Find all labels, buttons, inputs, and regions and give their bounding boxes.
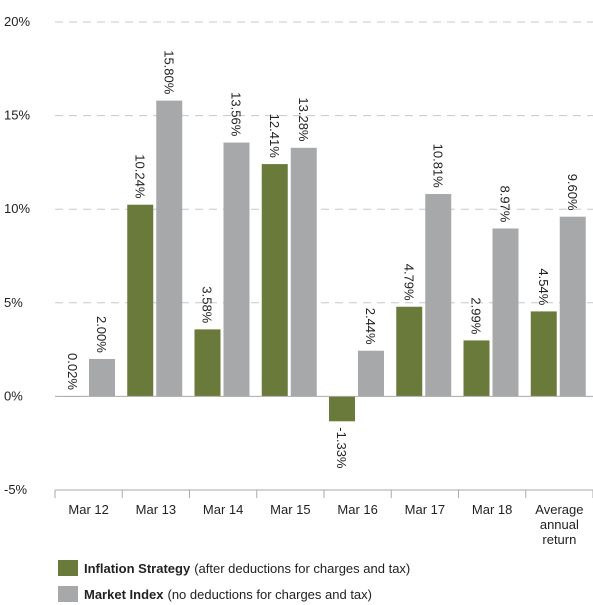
data-label: 0.02% bbox=[65, 353, 80, 390]
bar-market-index bbox=[290, 147, 317, 397]
legend-name-market-index: Market Index bbox=[84, 586, 164, 602]
data-label: 13.28% bbox=[296, 97, 311, 142]
bar-market-index bbox=[492, 228, 519, 397]
x-tick-label: Average annual return bbox=[535, 502, 583, 547]
x-tick-label: Mar 14 bbox=[203, 502, 243, 517]
data-label: 2.44% bbox=[363, 308, 378, 345]
bar-inflation-strategy bbox=[329, 396, 355, 422]
y-tick-label: 5% bbox=[4, 295, 23, 310]
bar-inflation-strategy bbox=[463, 340, 490, 397]
bar-market-index bbox=[559, 216, 586, 397]
data-label: 4.79% bbox=[401, 264, 416, 301]
bar-market-index bbox=[156, 100, 183, 397]
data-label: 4.54% bbox=[536, 268, 551, 305]
y-tick-label: 0% bbox=[4, 388, 23, 403]
bar-market-index bbox=[223, 142, 250, 397]
category-labels: Mar 12 Mar 13 Mar 14 Mar 15 Mar 16 Mar 17 Mar … bbox=[68, 502, 583, 547]
x-tick-label: Mar 17 bbox=[405, 502, 445, 517]
bar-chart: 20% 15% 10% 5% 0% -5% 0.02% 10.24% 3.58% 12.41% -… bbox=[4, 14, 593, 547]
legend-item-inflation-strategy: Inflation Strategy (after deductions for… bbox=[58, 560, 410, 576]
y-tick-label: -5% bbox=[4, 482, 28, 497]
bar-inflation-strategy bbox=[396, 306, 423, 397]
bar-market-index bbox=[425, 194, 452, 397]
legend-note-market-index: (no deductions for charges and tax) bbox=[167, 586, 372, 602]
data-label: 12.41% bbox=[267, 114, 282, 159]
data-label: 2.99% bbox=[469, 297, 484, 334]
legend-swatch-inflation-strategy bbox=[58, 560, 78, 576]
bar-inflation-strategy bbox=[261, 164, 288, 397]
y-tick-label: 15% bbox=[4, 108, 30, 123]
x-tick-label: Mar 12 bbox=[68, 502, 108, 517]
bar-inflation-strategy bbox=[194, 329, 221, 397]
data-label: 15.80% bbox=[161, 50, 176, 95]
bar-market-index bbox=[89, 358, 115, 397]
x-tick-label: Mar 13 bbox=[136, 502, 176, 517]
legend-note-inflation-strategy: (after deductions for charges and tax) bbox=[194, 560, 411, 576]
bar-market-index bbox=[358, 350, 384, 397]
bar-inflation-strategy bbox=[530, 311, 557, 397]
data-labels: 0.02% 10.24% 3.58% 12.41% -1.33% 4.79% 2.99% 4.… bbox=[65, 50, 580, 469]
data-label: 9.60% bbox=[565, 174, 580, 211]
data-label: 13.56% bbox=[229, 92, 244, 137]
data-label: 3.58% bbox=[200, 286, 215, 323]
bars bbox=[60, 100, 586, 422]
legend-item-market-index: Market Index (no deductions for charges … bbox=[58, 586, 372, 602]
bar-inflation-strategy bbox=[127, 204, 154, 397]
y-tick-label: 10% bbox=[4, 201, 30, 216]
data-label: -1.33% bbox=[334, 427, 349, 469]
legend-name-inflation-strategy: Inflation Strategy bbox=[84, 560, 191, 576]
x-tick-label: Mar 16 bbox=[337, 502, 377, 517]
x-tick-label: Mar 15 bbox=[270, 502, 310, 517]
y-tick-label: 20% bbox=[4, 14, 30, 29]
data-label: 10.24% bbox=[132, 154, 147, 199]
x-tick-label: Mar 18 bbox=[472, 502, 512, 517]
data-label: 2.00% bbox=[94, 316, 109, 353]
y-axis-ticks: 20% 15% 10% 5% 0% -5% bbox=[4, 14, 30, 497]
x-axis bbox=[54, 395, 593, 498]
data-label: 8.97% bbox=[498, 185, 513, 222]
data-label: 10.81% bbox=[430, 144, 445, 189]
legend-swatch-market-index bbox=[58, 586, 78, 602]
